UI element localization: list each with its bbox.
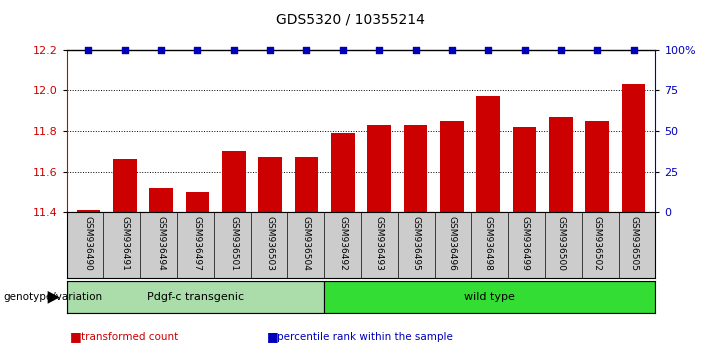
Text: GSM936492: GSM936492 [339,216,347,270]
Point [410,47,421,52]
Text: wild type: wild type [464,292,515,302]
Bar [222,152,245,212]
Point [337,47,348,52]
Bar [294,158,318,212]
Bar [186,192,210,212]
Text: percentile rank within the sample: percentile rank within the sample [277,332,453,342]
Text: GSM936501: GSM936501 [229,216,238,271]
Text: GSM936491: GSM936491 [121,216,129,270]
Point [119,47,130,52]
Bar [67,281,324,313]
Bar [331,133,355,212]
Point [592,47,603,52]
Text: GSM936490: GSM936490 [84,216,93,270]
Text: GSM936503: GSM936503 [266,216,275,271]
Point [301,47,312,52]
Bar [585,121,609,212]
Point [264,47,275,52]
Text: GSM936493: GSM936493 [375,216,383,270]
Bar [325,281,655,313]
Text: GSM936496: GSM936496 [447,216,456,270]
Text: GSM936495: GSM936495 [411,216,420,270]
Bar [367,125,391,212]
Bar [259,158,282,212]
Bar [549,117,573,212]
Bar [512,127,536,212]
Text: ■: ■ [70,331,82,343]
Bar [404,125,428,212]
Text: GSM936505: GSM936505 [629,216,638,271]
Point [447,47,458,52]
Text: Pdgf-c transgenic: Pdgf-c transgenic [147,292,244,302]
Text: GSM936494: GSM936494 [156,216,165,270]
Text: genotype/variation: genotype/variation [4,292,102,302]
Bar [76,210,100,212]
Point [628,47,639,52]
Point [156,47,167,52]
Point [229,47,240,52]
Text: GDS5320 / 10355214: GDS5320 / 10355214 [276,12,425,27]
Point [482,47,494,52]
Point [519,47,530,52]
Text: GSM936500: GSM936500 [557,216,566,271]
Point [192,47,203,52]
Bar [149,188,173,212]
Text: GSM936499: GSM936499 [520,216,529,270]
Point [83,47,94,52]
Text: GSM936502: GSM936502 [593,216,601,270]
Text: GSM936498: GSM936498 [484,216,493,270]
Bar [113,160,137,212]
Point [374,47,385,52]
Point [555,47,566,52]
Bar [440,121,463,212]
Text: GSM936504: GSM936504 [302,216,311,270]
Text: transformed count: transformed count [81,332,178,342]
Bar [477,96,500,212]
Text: ■: ■ [266,331,278,343]
Bar [622,84,646,212]
Text: GSM936497: GSM936497 [193,216,202,270]
